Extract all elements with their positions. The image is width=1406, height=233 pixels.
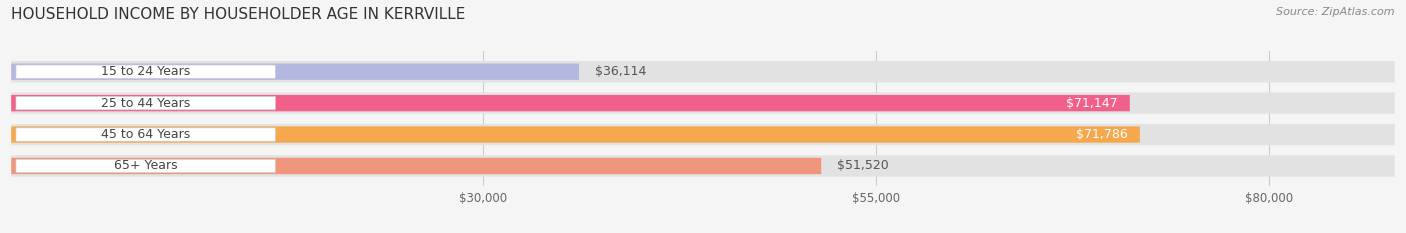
- Text: 15 to 24 Years: 15 to 24 Years: [101, 65, 190, 78]
- FancyBboxPatch shape: [11, 95, 1130, 111]
- FancyBboxPatch shape: [11, 126, 1140, 143]
- Text: $51,520: $51,520: [837, 159, 889, 172]
- FancyBboxPatch shape: [15, 96, 276, 110]
- Text: $71,786: $71,786: [1076, 128, 1128, 141]
- Text: HOUSEHOLD INCOME BY HOUSEHOLDER AGE IN KERRVILLE: HOUSEHOLD INCOME BY HOUSEHOLDER AGE IN K…: [11, 7, 465, 22]
- FancyBboxPatch shape: [11, 124, 1395, 145]
- FancyBboxPatch shape: [11, 158, 821, 174]
- FancyBboxPatch shape: [11, 155, 1395, 177]
- FancyBboxPatch shape: [15, 159, 276, 173]
- Text: $71,147: $71,147: [1066, 97, 1118, 110]
- Text: $36,114: $36,114: [595, 65, 647, 78]
- FancyBboxPatch shape: [11, 64, 579, 80]
- FancyBboxPatch shape: [15, 128, 276, 141]
- FancyBboxPatch shape: [15, 65, 276, 78]
- Text: Source: ZipAtlas.com: Source: ZipAtlas.com: [1277, 7, 1395, 17]
- FancyBboxPatch shape: [11, 61, 1395, 82]
- FancyBboxPatch shape: [11, 93, 1395, 114]
- Text: 45 to 64 Years: 45 to 64 Years: [101, 128, 190, 141]
- Text: 65+ Years: 65+ Years: [114, 159, 177, 172]
- Text: 25 to 44 Years: 25 to 44 Years: [101, 97, 190, 110]
